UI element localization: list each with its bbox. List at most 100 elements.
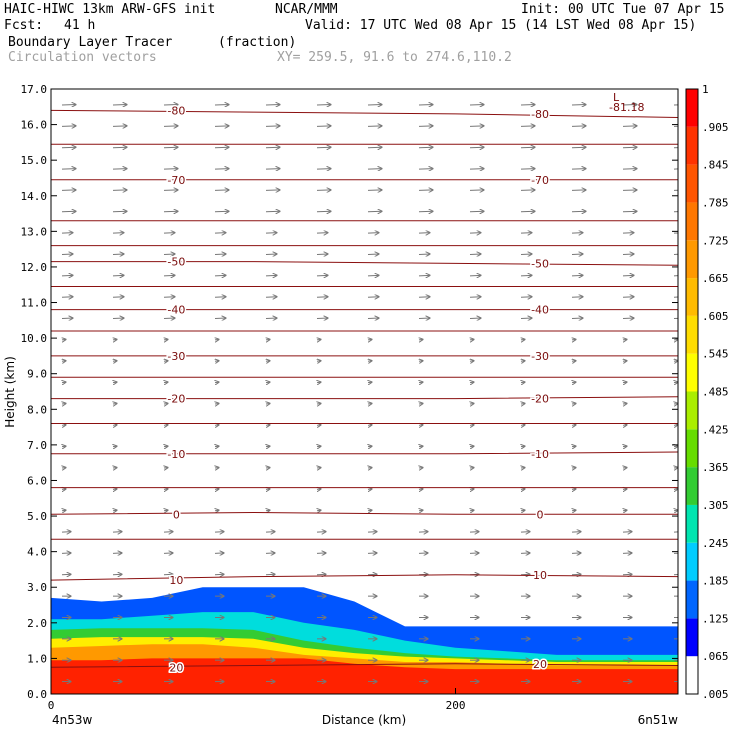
- wind-vector: [520, 574, 530, 575]
- wind-vector: [112, 190, 127, 191]
- wind-vector: [368, 361, 372, 362]
- wind-vector: [673, 317, 678, 320]
- wind-vector: [61, 233, 73, 234]
- wind-vector: [164, 403, 168, 404]
- wind-vector: [622, 318, 634, 319]
- wind-vector: [265, 297, 277, 298]
- wind-vector: [112, 147, 127, 148]
- wind-vector: [673, 125, 678, 127]
- wind-vector: [622, 574, 632, 575]
- wind-vector: [419, 382, 423, 383]
- contour-label: -20: [531, 393, 549, 406]
- wind-vector: [112, 574, 122, 575]
- wind-vector: [623, 382, 627, 383]
- wind-vector: [469, 105, 484, 106]
- wind-vector: [571, 147, 586, 148]
- wind-vector: [265, 126, 280, 127]
- wind-vector: [368, 510, 372, 511]
- wind-vector: [61, 275, 73, 276]
- y-tick-label: 6.0: [27, 474, 47, 487]
- wind-vector: [112, 532, 122, 533]
- y-tick-label: 0.0: [27, 688, 47, 701]
- wind-vector: [622, 105, 637, 106]
- overlay-name: Circulation vectors: [8, 50, 157, 65]
- wind-vector: [572, 361, 576, 362]
- wind-vector: [674, 468, 678, 469]
- wind-vector: [622, 190, 637, 191]
- wind-vector: [470, 468, 474, 469]
- wind-vector: [572, 403, 576, 404]
- contour-line: [51, 261, 678, 266]
- wind-vector: [317, 489, 321, 490]
- wind-vector: [469, 532, 479, 533]
- wind-vector: [214, 147, 229, 148]
- wind-vector: [163, 190, 178, 191]
- wind-vector: [622, 532, 632, 533]
- wind-vector: [164, 425, 168, 426]
- wind-vector: [571, 105, 586, 106]
- wind-vector: [520, 553, 530, 554]
- wind-vector: [113, 339, 117, 340]
- wind-vector: [470, 510, 474, 511]
- wind-vector: [266, 446, 270, 447]
- wind-vector: [418, 553, 428, 554]
- wind-vector: [316, 297, 328, 298]
- colorbar-swatch: [686, 656, 698, 694]
- wind-vector: [316, 553, 326, 554]
- contour-label: -10: [531, 448, 549, 461]
- colorbar-label: 1: [702, 83, 709, 96]
- wind-vector: [469, 190, 484, 191]
- colorbar-label: .725: [702, 234, 729, 247]
- wind-vector: [470, 339, 474, 340]
- wind-vector: [368, 489, 372, 490]
- y-tick-label: 14.0: [21, 190, 48, 203]
- wind-vector: [316, 254, 328, 255]
- wind-vector: [521, 510, 525, 511]
- colorbar-label: .545: [702, 348, 729, 361]
- wind-vector: [520, 297, 532, 298]
- contour-label: -70: [167, 174, 185, 187]
- wind-vector: [113, 361, 117, 362]
- wind-vector: [112, 297, 124, 298]
- colorbar-swatch: [686, 467, 698, 505]
- y-tick-label: 8.0: [27, 403, 47, 416]
- wind-vector: [62, 446, 66, 447]
- wind-vector: [673, 168, 678, 170]
- wind-vector: [61, 147, 76, 148]
- wind-vector: [215, 361, 219, 362]
- wind-vector: [367, 574, 377, 575]
- wind-vector: [469, 297, 481, 298]
- wind-vector: [163, 211, 178, 212]
- wind-vector: [113, 510, 117, 511]
- wind-vector: [266, 468, 270, 469]
- wind-vector: [622, 275, 634, 276]
- wind-vector: [265, 147, 280, 148]
- wind-vector: [572, 489, 576, 490]
- wind-vector: [113, 382, 117, 383]
- wind-vector: [623, 510, 627, 511]
- colorbar-swatch: [686, 126, 698, 165]
- temperature-contours: -80 -80 -70 -70 -50 -50 -40 -40 -30 -30 -20 -20 -10 -…: [51, 103, 678, 676]
- wind-vector: [112, 169, 127, 170]
- wind-vector: [265, 574, 275, 575]
- wind-vector: [112, 105, 127, 106]
- colorbar-label: .185: [702, 575, 729, 588]
- wind-vector: [622, 126, 637, 127]
- wind-vector: [214, 532, 224, 533]
- y-tick-label: 7.0: [27, 439, 47, 452]
- y-tick-label: 2.0: [27, 617, 47, 630]
- field-name: Boundary Layer Tracer: [8, 35, 173, 50]
- colorbar-swatch: [686, 429, 698, 468]
- wind-vector: [572, 425, 576, 426]
- y-tick-label: 1.0: [27, 652, 47, 665]
- wind-vector: [520, 190, 535, 191]
- wind-vector: [469, 553, 479, 554]
- wind-vector: [520, 233, 532, 234]
- colorbar-swatch: [686, 164, 698, 203]
- wind-vector: [673, 189, 678, 191]
- wind-vector: [419, 361, 423, 362]
- wind-vector: [622, 147, 637, 148]
- colorbar-label: .425: [702, 423, 729, 436]
- wind-vector: [571, 169, 586, 170]
- contour-label: 10: [533, 569, 547, 582]
